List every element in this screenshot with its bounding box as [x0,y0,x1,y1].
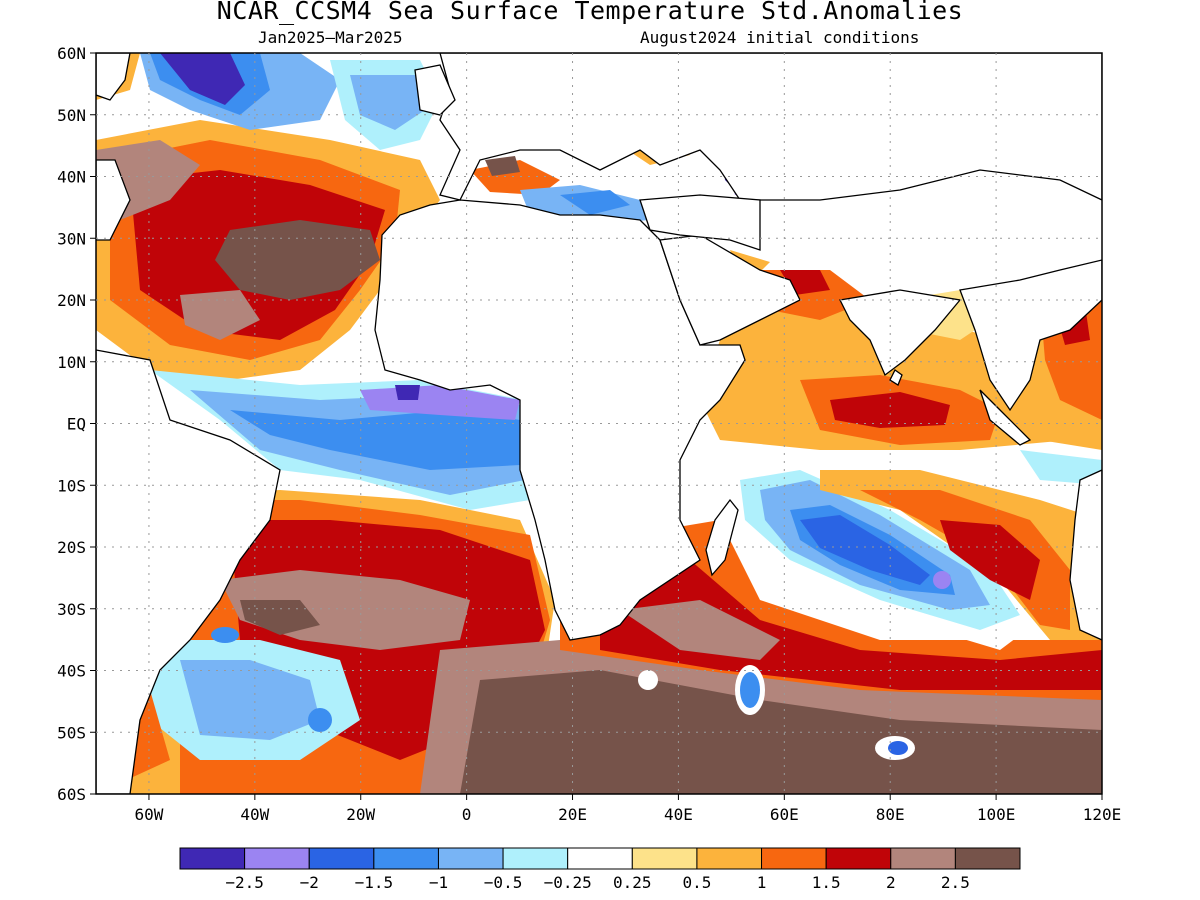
lat-label: 30N [57,229,86,248]
legend-label: −0.5 [484,873,523,892]
lon-label: 0 [462,805,472,824]
legend-label: −1 [429,873,448,892]
lon-label: 80E [876,805,905,824]
legend-swatch [308,847,375,870]
color-legend: −2.5 −2 −1.5 −1 −0.5 −0.25 0.25 0.5 1 1.5 2 2.5 [179,847,1021,892]
lat-label: 30S [57,600,86,619]
legend-swatch [761,847,827,870]
lon-label: 20E [558,805,587,824]
legend-swatch [890,847,956,870]
lat-label: 50S [57,723,86,742]
gridlines [96,53,1102,794]
lon-label: 60E [770,805,799,824]
legend-label: 0.5 [682,873,711,892]
initial-conditions: August2024 initial conditions [640,28,920,47]
legend-label: −2 [300,873,319,892]
lat-label: 40N [57,168,86,187]
lon-label: 40W [240,805,269,824]
legend-swatch [502,847,569,870]
legend-label: 1 [757,873,767,892]
lat-label: EQ [67,415,86,434]
legend-label: 2 [886,873,896,892]
legend-swatch [244,847,310,870]
lat-label: 10S [57,476,86,495]
forecast-period: Jan2025–Mar2025 [258,28,403,47]
lon-label: 100E [977,805,1016,824]
legend-label: −2.5 [225,873,264,892]
lat-label: 10N [57,353,86,372]
legend-swatch [954,847,1021,870]
legend-label: −1.5 [355,873,394,892]
lat-label: 40S [57,662,86,681]
lat-label: 20N [57,291,86,310]
lat-label: 20S [57,538,86,557]
legend-swatch [179,847,246,870]
lon-label: 40E [664,805,693,824]
lat-label: 60S [57,785,86,804]
legend-label: 1.5 [812,873,841,892]
legend-swatch [696,847,763,870]
lat-label: 50N [57,106,86,125]
longitude-labels: 60W 40W 20W 0 20E 40E 60E 80E 100E 120E [134,794,1121,824]
lon-label: 120E [1083,805,1122,824]
map-title: NCAR_CCSM4 Sea Surface Temperature Std.A… [216,0,964,25]
lon-label: 20W [346,805,375,824]
lat-label: 60N [57,44,86,63]
legend-swatch [567,847,633,870]
legend-label: 2.5 [941,873,970,892]
legend-label: −0.25 [544,873,592,892]
land-outlines [96,53,1102,794]
legend-swatch [373,847,439,870]
legend-swatch [631,847,698,870]
lon-label: 60W [134,805,163,824]
latitude-labels: 60N 50N 40N 30N 20N 10N EQ 10S 20S 30S 40S 50S 60S [57,44,96,804]
legend-swatch [825,847,892,870]
legend-label: 0.25 [613,873,652,892]
legend-swatch [437,847,504,870]
